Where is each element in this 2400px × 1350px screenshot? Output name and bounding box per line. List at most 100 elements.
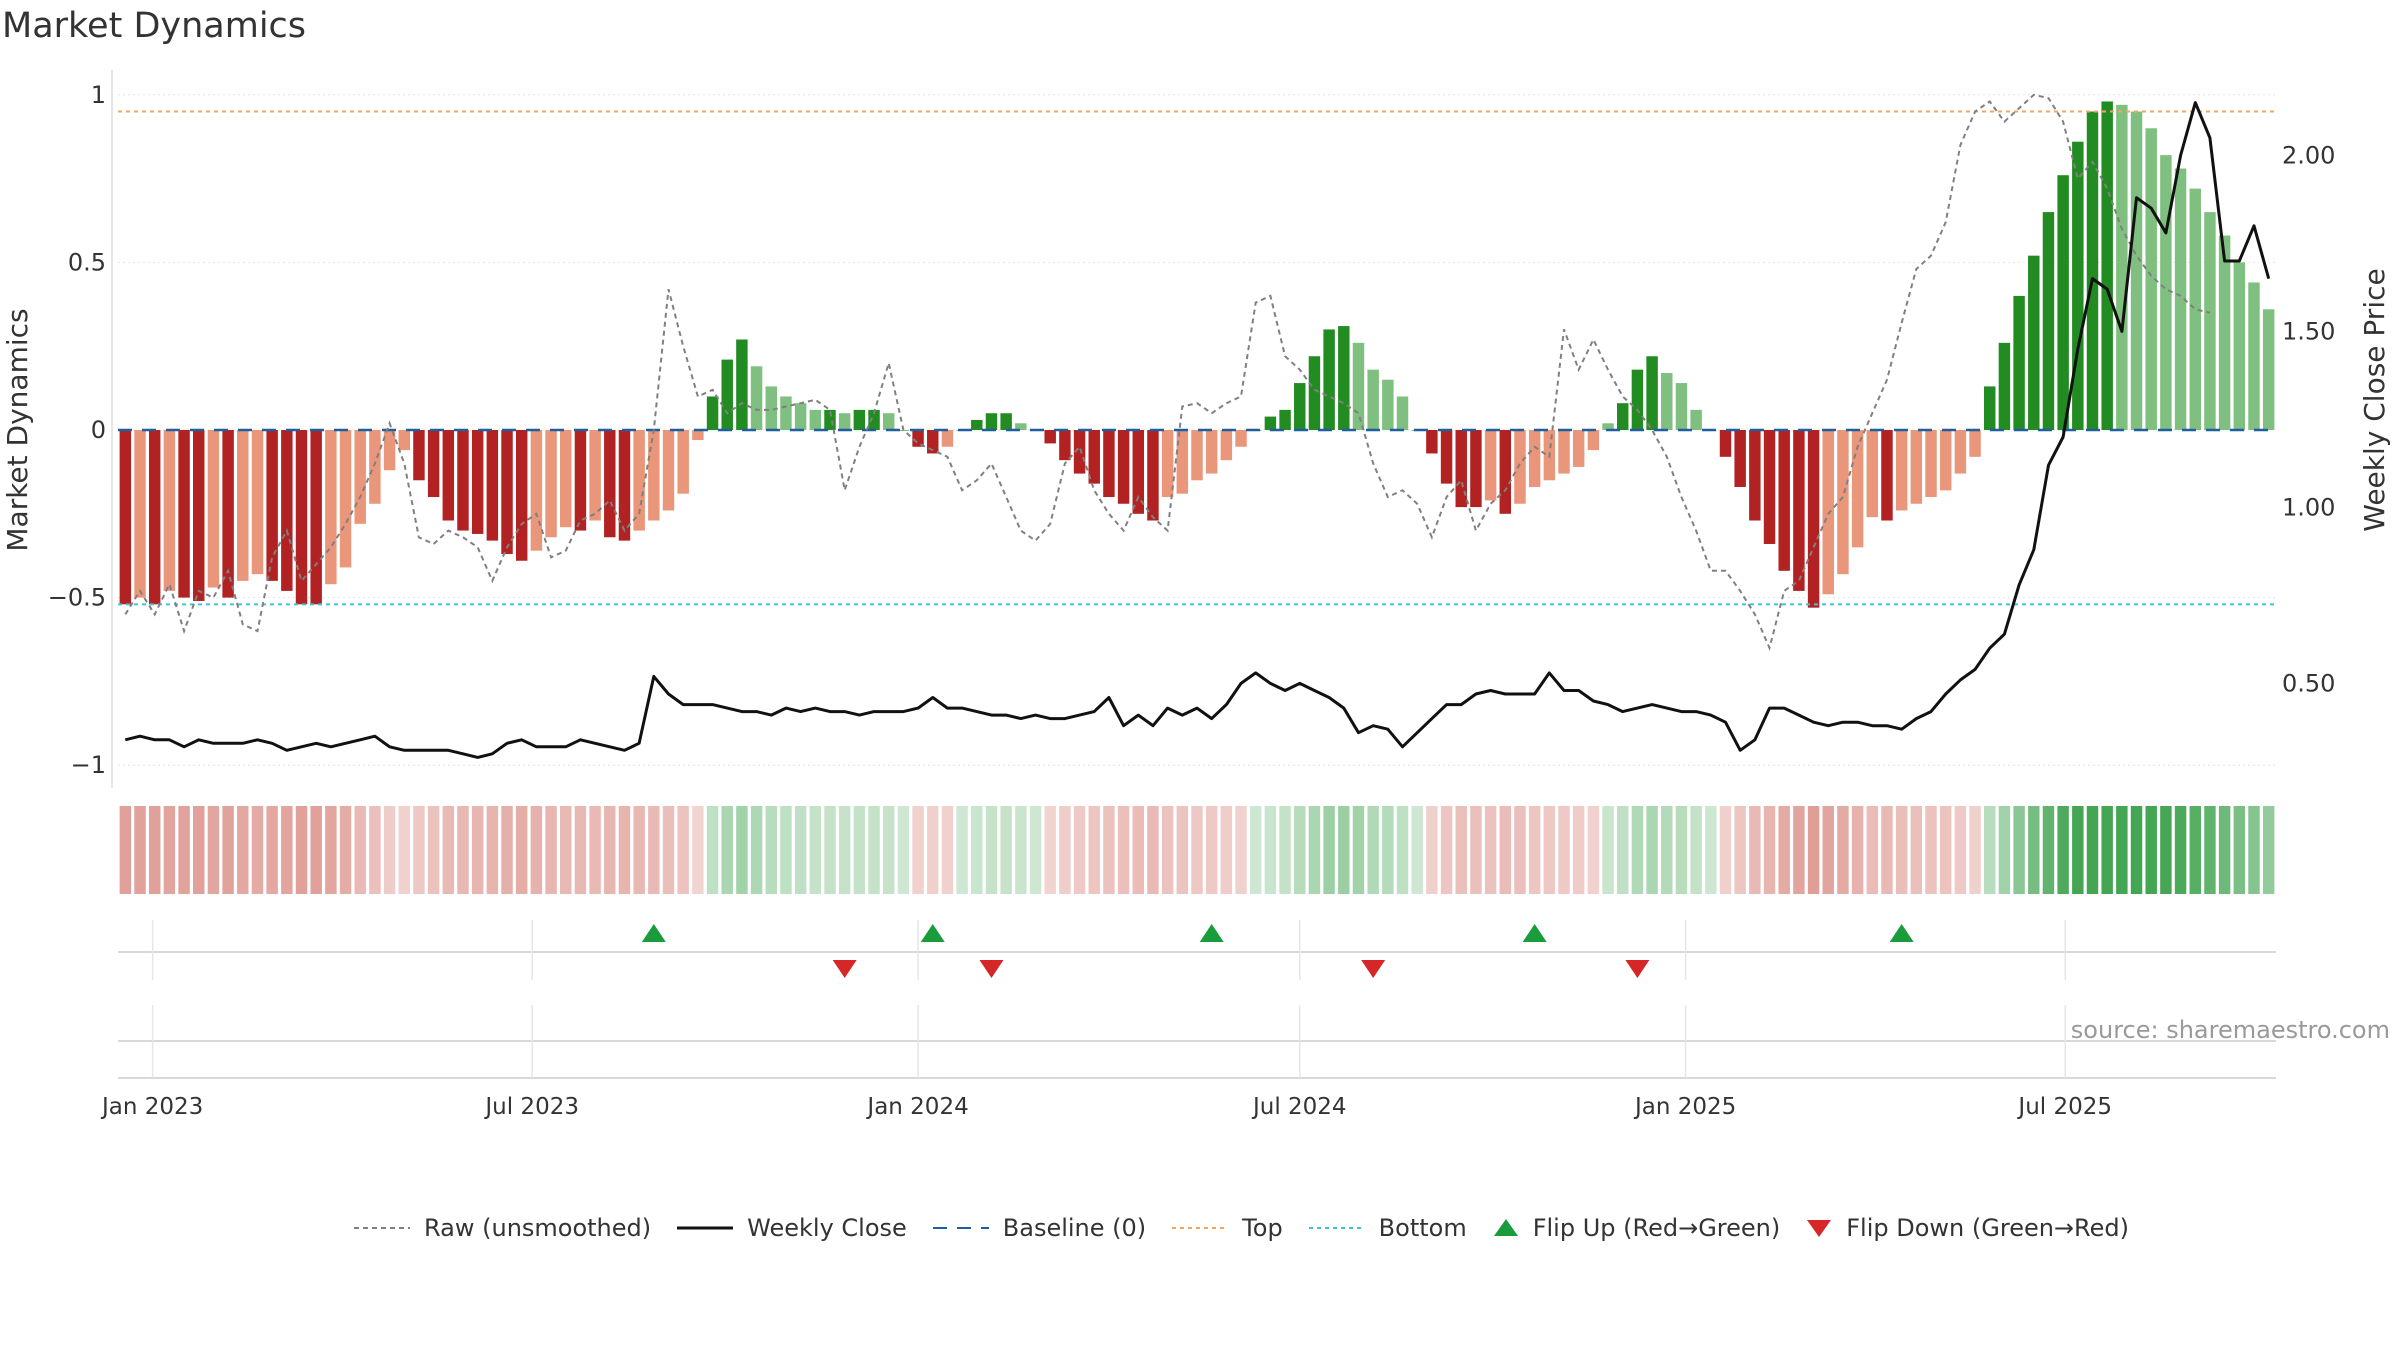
dynamics-bar-40 (706, 396, 719, 430)
strength-cell-24 (471, 806, 484, 894)
dynamics-bar-67 (1103, 430, 1115, 498)
dynamics-bar-58 (971, 419, 983, 430)
dynamics-bar-103 (1631, 369, 1644, 430)
strength-cell-132 (2057, 806, 2069, 894)
dynamics-bar-34 (618, 430, 631, 541)
strength-cell-49 (838, 806, 851, 894)
dynamics-bar-73 (1191, 430, 1203, 481)
strength-cell-113 (1778, 806, 1790, 894)
strength-cell-74 (1205, 806, 1218, 894)
dynamics-bar-116 (1822, 430, 1834, 595)
strength-cell-88 (1411, 806, 1423, 894)
dynamics-bar-30 (560, 430, 572, 528)
strength-cell-78 (1264, 806, 1277, 894)
strength-cell-81 (1308, 806, 1321, 894)
strength-cell-69 (1132, 806, 1145, 894)
strength-cell-54 (912, 806, 924, 894)
strength-cell-126 (1969, 806, 1981, 894)
legend-item-3: Top (1170, 1214, 1283, 1242)
dynamics-bar-69 (1132, 430, 1145, 514)
strength-cell-19 (398, 806, 410, 894)
strength-cell-129 (2013, 806, 2025, 894)
strength-cell-96 (1528, 806, 1541, 894)
dynamics-bar-146 (2262, 309, 2275, 430)
dynamics-bar-51 (868, 409, 880, 430)
dynamics-bar-81 (1308, 356, 1321, 430)
strength-cell-98 (1558, 806, 1570, 894)
strength-cell-124 (1939, 806, 1952, 894)
dynamics-bar-96 (1528, 430, 1541, 487)
strength-cell-5 (193, 806, 205, 894)
dynamics-bar-113 (1778, 430, 1790, 571)
strength-cell-33 (604, 806, 616, 894)
dynamics-bar-7 (222, 430, 234, 598)
strength-cell-22 (442, 806, 455, 894)
dynamics-bar-122 (1910, 430, 1923, 504)
strength-cell-106 (1675, 806, 1688, 894)
strength-cell-130 (2028, 806, 2040, 894)
dynamics-bar-89 (1426, 430, 1438, 454)
strength-cell-117 (1837, 806, 1849, 894)
strength-cell-146 (2262, 806, 2275, 894)
dynamics-bar-75 (1220, 430, 1233, 461)
dynamics-bar-100 (1587, 430, 1600, 451)
y-tick-left-4: −1 (71, 751, 106, 779)
strength-cell-86 (1382, 806, 1394, 894)
flip-up-marker-0 (641, 924, 666, 942)
strength-cell-27 (515, 806, 528, 894)
dynamics-bar-18 (383, 430, 396, 471)
strength-cell-95 (1514, 806, 1526, 894)
strength-cell-101 (1602, 806, 1614, 894)
dynamics-bar-135 (2101, 101, 2113, 430)
flip-up-marker-2 (1199, 924, 1224, 942)
strength-cell-4 (178, 806, 190, 894)
dynamics-bar-80 (1294, 383, 1306, 430)
strength-cell-15 (339, 806, 352, 894)
strength-cell-76 (1235, 806, 1247, 894)
dynamics-bar-9 (251, 430, 264, 575)
dynamics-bar-63 (1044, 430, 1056, 444)
strength-cell-109 (1719, 806, 1732, 894)
dynamics-bar-15 (339, 430, 352, 568)
dynamics-bar-84 (1352, 342, 1365, 430)
dynamics-bar-120 (1881, 430, 1893, 521)
dynamics-bar-104 (1646, 356, 1658, 430)
y-tick-left-1: 0.5 (68, 248, 106, 276)
dynamics-bar-14 (325, 430, 337, 585)
dynamics-bar-20 (413, 430, 425, 481)
dynamics-bar-91 (1455, 430, 1467, 508)
strength-cell-110 (1734, 806, 1746, 894)
strength-cell-1 (134, 806, 146, 894)
dynamics-bar-21 (427, 430, 440, 498)
dynamics-bar-118 (1851, 430, 1864, 548)
flip-down-marker-3 (1625, 960, 1650, 978)
dynamics-bar-132 (2057, 175, 2069, 430)
strength-cell-36 (648, 806, 660, 894)
dynamics-bar-16 (354, 430, 366, 524)
flip-up-marker-3 (1522, 924, 1547, 942)
strength-cell-112 (1763, 806, 1776, 894)
dynamics-bar-139 (2160, 155, 2172, 430)
strength-cell-92 (1470, 806, 1482, 894)
y-tick-right-3: 0.50 (2282, 669, 2335, 697)
legend-swatch-2 (932, 1227, 989, 1229)
strength-cell-18 (383, 806, 396, 894)
legend-item-2: Baseline (0) (931, 1214, 1146, 1242)
dynamics-bar-39 (692, 430, 704, 441)
dynamics-bar-95 (1514, 430, 1526, 504)
dynamics-bar-115 (1807, 430, 1820, 608)
dynamics-bar-79 (1279, 409, 1291, 430)
dynamics-bar-10 (266, 430, 278, 581)
strength-cell-40 (706, 806, 719, 894)
legend-label-0: Raw (unsmoothed) (424, 1214, 652, 1242)
y-axis-label-left: Market Dynamics (1, 308, 34, 551)
chart-legend: Raw (unsmoothed) Weekly Close Baseline (0)… (352, 1210, 2153, 1246)
dynamics-bar-87 (1396, 396, 1409, 430)
dynamics-bar-45 (780, 396, 792, 430)
dynamics-bar-127 (1984, 386, 1996, 430)
legend-label-2: Baseline (0) (1002, 1214, 1147, 1242)
dynamics-bar-102 (1617, 403, 1629, 430)
dynamics-bar-106 (1675, 383, 1688, 430)
dynamics-bar-49 (838, 413, 851, 430)
dynamics-bar-55 (927, 430, 939, 454)
